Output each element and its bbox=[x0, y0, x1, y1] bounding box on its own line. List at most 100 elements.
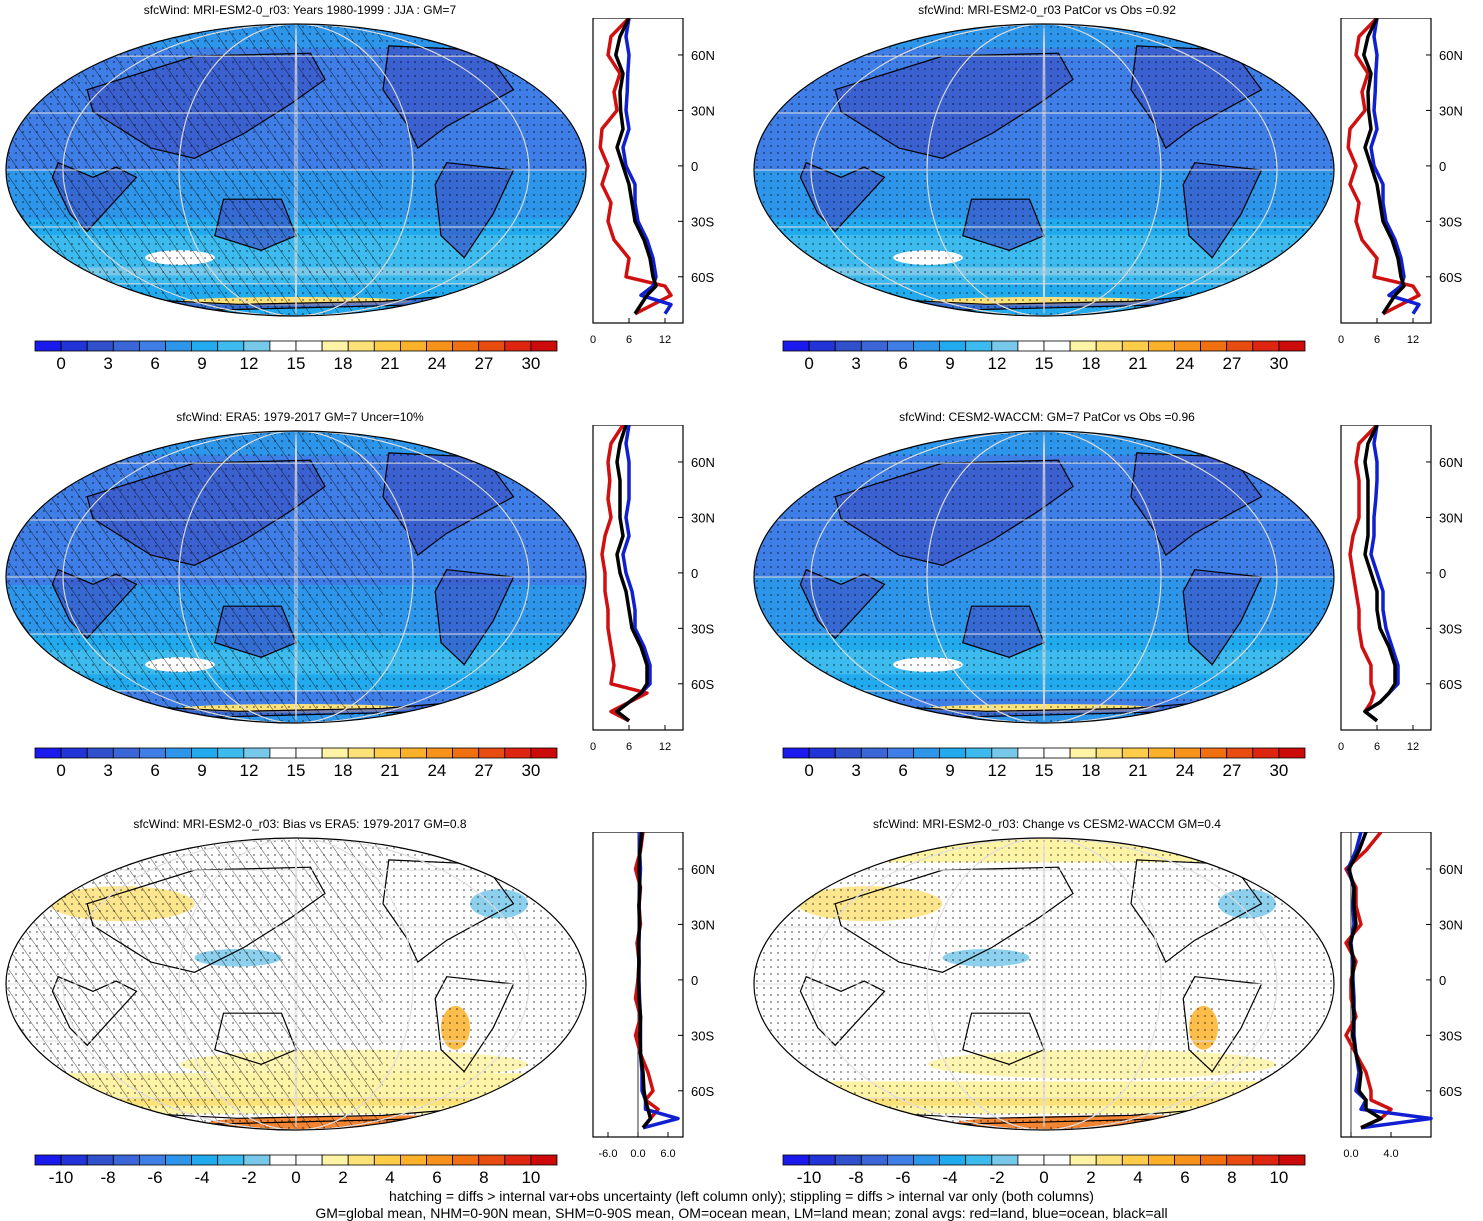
zonal-profile: m s-1 60N 30N 0 30S 60S 0 6 12 bbox=[590, 425, 715, 753]
graticule-lon bbox=[62, 431, 530, 723]
colorbar-segment bbox=[834, 340, 862, 352]
zonal-line-ocean bbox=[615, 425, 652, 723]
colorbar-tick-label: 9 bbox=[945, 354, 954, 373]
colorbar-segment bbox=[269, 747, 297, 759]
colorbar-tick-label: 30 bbox=[1269, 354, 1288, 373]
colorbar-segment bbox=[1043, 340, 1071, 352]
colorbar-segment bbox=[1017, 340, 1045, 352]
colorbar-segment bbox=[112, 340, 140, 352]
panel-title-obs: sfcWind: ERA5: 1979-2017 GM=7 Uncer=10% bbox=[176, 410, 424, 424]
colorbar-segment bbox=[991, 1154, 1019, 1166]
lat-tick-label: 60S bbox=[1439, 1084, 1462, 1099]
profile-frame bbox=[1340, 832, 1432, 1138]
colorbar-tick-label: 6 bbox=[150, 761, 159, 780]
panel-model: 0 3 6 9 12 15 18 21 24 27 30 m s-1 60N 30N 0 30S 60S 0 6 12 bbox=[5, 18, 715, 373]
x-tick-label: 6 bbox=[626, 741, 632, 753]
profile-unit: m s-1 bbox=[1374, 832, 1399, 833]
colorbar-segment bbox=[1252, 747, 1280, 759]
world-map bbox=[753, 23, 1335, 317]
lat-tick-label: 0 bbox=[1439, 159, 1446, 174]
colorbar-segment bbox=[965, 340, 993, 352]
colorbar-tick-label: 9 bbox=[197, 354, 206, 373]
x-tick-label: 4.0 bbox=[1383, 1148, 1398, 1160]
x-tick-label: 12 bbox=[659, 334, 671, 346]
graticule-lon bbox=[178, 24, 414, 316]
colorbar-tick-label: -10 bbox=[49, 1168, 74, 1187]
colorbar-segment bbox=[34, 340, 62, 352]
lat-tick-label: 60N bbox=[691, 862, 715, 877]
colorbar-tick-label: 21 bbox=[1128, 761, 1147, 780]
graticule-lon bbox=[810, 838, 1278, 1130]
colorbar-tick-label: 24 bbox=[427, 354, 446, 373]
colorbar-segment bbox=[243, 340, 271, 352]
lat-tick-label: 30S bbox=[1439, 1028, 1462, 1043]
profile-unit: m s-1 bbox=[1374, 425, 1399, 426]
colorbar-tick-label: 3 bbox=[103, 761, 112, 780]
footer-note-legend: GM=global mean, NHM=0-90N mean, SHM=0-90… bbox=[315, 1205, 1168, 1221]
colorbar-segment bbox=[504, 747, 532, 759]
lat-tick-label: 0 bbox=[691, 159, 698, 174]
lat-tick-label: 60N bbox=[691, 455, 715, 470]
colorbar-segment bbox=[1147, 340, 1175, 352]
colorbar-tick-label: 4 bbox=[1133, 1168, 1142, 1187]
colorbar-segment bbox=[452, 340, 480, 352]
colorbar-segment bbox=[373, 1154, 401, 1166]
colorbar-tick-label: 6 bbox=[150, 354, 159, 373]
colorbar: 0 3 6 9 12 15 18 21 24 27 30 bbox=[782, 747, 1306, 780]
zonal-line-all bbox=[1347, 832, 1383, 1130]
colorbar-tick-label: 0 bbox=[56, 354, 65, 373]
colorbar-tick-label: -8 bbox=[849, 1168, 864, 1187]
colorbar-tick-label: 15 bbox=[287, 354, 306, 373]
colorbar-segment bbox=[965, 1154, 993, 1166]
colorbar-segment bbox=[1252, 340, 1280, 352]
colorbar-tick-label: 0 bbox=[804, 354, 813, 373]
zonal-profile: m s-1 60N 30N 0 30S 60S 0.0 4.0 bbox=[1340, 832, 1463, 1160]
colorbar-tick-label: 12 bbox=[240, 761, 259, 780]
colorbar-tick-label: 30 bbox=[1269, 761, 1288, 780]
x-tick-label: 6 bbox=[626, 334, 632, 346]
lat-tick-label: 0 bbox=[691, 566, 698, 581]
colorbar-segment bbox=[1174, 1154, 1202, 1166]
graticule-lon bbox=[926, 431, 1162, 723]
colorbar-segment bbox=[913, 340, 941, 352]
colorbar-tick-label: 6 bbox=[898, 761, 907, 780]
x-tick-label: 0 bbox=[1338, 741, 1344, 753]
colorbar-segment bbox=[530, 747, 558, 759]
map-border bbox=[5, 430, 587, 724]
colorbar: 0 3 6 9 12 15 18 21 24 27 30 bbox=[782, 340, 1306, 373]
graticule-lon bbox=[810, 431, 1278, 723]
colorbar-segment bbox=[138, 340, 166, 352]
colorbar-tick-label: 21 bbox=[380, 761, 399, 780]
colorbar: 0 3 6 9 12 15 18 21 24 27 30 bbox=[34, 340, 558, 373]
colorbar-tick-label: 10 bbox=[521, 1168, 540, 1187]
colorbar-tick-label: 15 bbox=[1035, 761, 1054, 780]
panel-change: -10 -8 -6 -4 -2 0 2 4 6 8 10 m s-1 60N 30N 0 30S 60S 0.0 4… bbox=[753, 832, 1463, 1187]
colorbar-segment bbox=[1095, 340, 1123, 352]
graticule-lon bbox=[926, 838, 1162, 1130]
x-tick-label: 0 bbox=[590, 334, 596, 346]
colorbar-segment bbox=[1043, 1154, 1071, 1166]
world-map bbox=[753, 837, 1335, 1131]
colorbar-segment bbox=[426, 340, 454, 352]
x-tick-label: 12 bbox=[1407, 741, 1419, 753]
colorbar-segment bbox=[60, 1154, 88, 1166]
lat-tick-label: 30N bbox=[691, 917, 715, 932]
profile-frame bbox=[1340, 425, 1432, 731]
colorbar-tick-label: 18 bbox=[1082, 761, 1101, 780]
zonal-line-all bbox=[1363, 425, 1397, 723]
colorbar-segment bbox=[295, 340, 323, 352]
graticule-lon bbox=[1042, 431, 1046, 723]
colorbar-segment bbox=[1147, 747, 1175, 759]
panel-comparison: 0 3 6 9 12 15 18 21 24 27 30 m s-1 60N 30N 0 30S 60S 0 6 12 bbox=[753, 425, 1463, 780]
colorbar-tick-label: 12 bbox=[988, 354, 1007, 373]
colorbar-segment bbox=[782, 340, 810, 352]
colorbar-segment bbox=[60, 340, 88, 352]
graticule-lon bbox=[178, 431, 414, 723]
footer-note-hatching: hatching = diffs > internal var+obs unce… bbox=[389, 1188, 1094, 1204]
colorbar-segment bbox=[295, 1154, 323, 1166]
colorbar-segment bbox=[347, 340, 375, 352]
map-border bbox=[753, 837, 1335, 1131]
panel-title-comparison: sfcWind: CESM2-WACCM: GM=7 PatCor vs Obs… bbox=[899, 410, 1195, 424]
lat-tick-label: 60N bbox=[1439, 862, 1463, 877]
colorbar-segment bbox=[373, 340, 401, 352]
